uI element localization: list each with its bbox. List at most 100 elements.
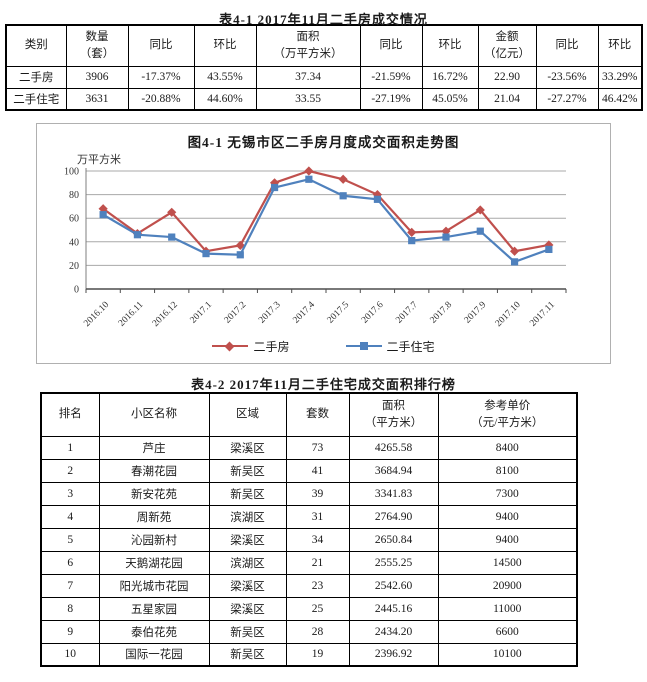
table2-area-ranking: 排名 小区名称 区域 套数 面积 （平方米） 参考单价 （元/平方米） 1 芦庄 梁溪区 73 4… bbox=[40, 392, 578, 667]
table-cell: 37.34 bbox=[255, 65, 361, 89]
data-point-square bbox=[476, 227, 484, 235]
table-row: 5 沁园新村 梁溪区 34 2650.84 9400 bbox=[40, 527, 578, 552]
table1-title: 表4-1 2017年11月二手房成交情况 bbox=[219, 12, 428, 27]
chart-legend: 二手房 二手住宅 bbox=[37, 335, 610, 357]
table-cell: 43.55% bbox=[193, 65, 257, 89]
x-tick-label: 2017.4 bbox=[291, 300, 317, 326]
column-header: 环比 bbox=[421, 24, 479, 67]
x-tick-label: 2017.1 bbox=[189, 300, 215, 326]
table-cell: 7300 bbox=[437, 481, 578, 506]
table-cell: 19 bbox=[285, 642, 350, 667]
table-cell: 3684.94 bbox=[348, 458, 439, 483]
table-cell: 39 bbox=[285, 481, 350, 506]
table-cell: 21.04 bbox=[477, 87, 537, 111]
table-cell: 25 bbox=[285, 596, 350, 621]
table-row: 二手住宅 3631 -20.88% 44.60% 33.55 -27.19% 45.05% 2… bbox=[5, 87, 643, 111]
table-cell: 新吴区 bbox=[208, 642, 287, 667]
data-point-square bbox=[236, 251, 244, 259]
column-header: 同比 bbox=[127, 24, 195, 67]
table1-body: 二手房 3906 -17.37% 43.55% 37.34 -21.59% 16.72% 22… bbox=[5, 65, 643, 111]
table-cell: 45.05% bbox=[421, 87, 479, 111]
series-line-1 bbox=[102, 178, 550, 264]
table-cell: 7 bbox=[40, 573, 100, 598]
table-cell: 34 bbox=[285, 527, 350, 552]
x-tick-label: 2017.6 bbox=[360, 300, 386, 326]
column-header: 小区名称 bbox=[98, 392, 210, 437]
table-cell: -21.59% bbox=[359, 65, 423, 89]
table-cell: 21 bbox=[285, 550, 350, 575]
table-cell: 2555.25 bbox=[348, 550, 439, 575]
y-tick-label: 60 bbox=[69, 214, 79, 225]
table-cell: 5 bbox=[40, 527, 100, 552]
table-cell: 2434.20 bbox=[348, 619, 439, 644]
table-cell: 梁溪区 bbox=[208, 435, 287, 460]
x-tick-label: 2017.7 bbox=[394, 300, 420, 326]
table-cell: 33.55 bbox=[255, 87, 361, 111]
table-cell: 沁园新村 bbox=[98, 527, 210, 552]
table-cell: 梁溪区 bbox=[208, 596, 287, 621]
data-point-diamond bbox=[475, 205, 485, 215]
column-header: 区域 bbox=[208, 392, 287, 437]
table-cell: 梁溪区 bbox=[208, 527, 287, 552]
column-header: 环比 bbox=[597, 24, 643, 67]
legend-label: 二手房 bbox=[253, 339, 290, 354]
table-row: 6 天鹅湖花园 滨湖区 21 2555.25 14500 bbox=[40, 550, 578, 575]
chart-y-unit-label: 万平方米 bbox=[77, 154, 121, 166]
data-point-diamond bbox=[441, 226, 451, 236]
table-cell: 8100 bbox=[437, 458, 578, 483]
y-tick-label: 20 bbox=[69, 261, 79, 272]
legend-label: 二手住宅 bbox=[386, 339, 435, 354]
y-tick-label: 100 bbox=[64, 167, 79, 178]
table-cell: 33.29% bbox=[597, 65, 643, 89]
legend-item: 二手房 bbox=[212, 338, 290, 355]
chart-title: 图4-1 无锡市区二手房月度成交面积走势图 bbox=[187, 135, 460, 150]
table-cell: 周新苑 bbox=[98, 504, 210, 529]
column-header: 同比 bbox=[359, 24, 423, 67]
table-row: 10 国际一花园 新吴区 19 2396.92 10100 bbox=[40, 642, 578, 667]
table-cell: 11000 bbox=[437, 596, 578, 621]
table1-deals-summary: 类别 数量 （套） 同比 环比 面积 （万平方米） 同比 环比 金额 （亿元） 同比 环比 二手房… bbox=[5, 24, 643, 111]
trend-chart-svg: 0 20 40 60 80 100 2016.10 2016.11 2016.12 2017.1 2… bbox=[64, 166, 567, 329]
table1-header: 类别 数量 （套） 同比 环比 面积 （万平方米） 同比 环比 金额 （亿元） 同比 环比 bbox=[5, 24, 643, 67]
x-tick-label: 2017.11 bbox=[528, 300, 557, 329]
table-row: 4 周新苑 滨湖区 31 2764.90 9400 bbox=[40, 504, 578, 529]
table-cell: 滨湖区 bbox=[208, 504, 287, 529]
table-cell: 23 bbox=[285, 573, 350, 598]
data-point-square bbox=[408, 237, 416, 245]
table-cell: 泰伯花苑 bbox=[98, 619, 210, 644]
table-cell: 73 bbox=[285, 435, 350, 460]
data-point-square bbox=[270, 183, 279, 192]
y-tick-label: 0 bbox=[74, 285, 79, 296]
data-point-square bbox=[510, 258, 519, 266]
x-tick-label: 2017.10 bbox=[494, 300, 523, 329]
data-point-square bbox=[339, 192, 347, 200]
table2-body: 1 芦庄 梁溪区 73 4265.58 8400 2 春潮花园 新吴区 41 3684.94 8100… bbox=[40, 435, 578, 667]
data-point-square bbox=[305, 175, 313, 183]
data-point-diamond bbox=[407, 227, 417, 237]
table-row: 9 泰伯花苑 新吴区 28 2434.20 6600 bbox=[40, 619, 578, 644]
table-cell: 新吴区 bbox=[208, 619, 287, 644]
table-cell: 16.72% bbox=[421, 65, 479, 89]
table-cell: 滨湖区 bbox=[208, 550, 287, 575]
table-cell: 3631 bbox=[65, 87, 129, 111]
table-cell: 41 bbox=[285, 458, 350, 483]
column-header: 面积 （万平方米） bbox=[255, 24, 361, 67]
table-cell: 28 bbox=[285, 619, 350, 644]
data-point-square bbox=[133, 231, 142, 239]
table-cell: 46.42% bbox=[597, 87, 643, 111]
column-header: 面积 （平方米） bbox=[348, 392, 439, 437]
table-cell: -17.37% bbox=[127, 65, 195, 89]
table-cell: 春潮花园 bbox=[98, 458, 210, 483]
data-point-diamond bbox=[98, 204, 108, 214]
table-cell: -23.56% bbox=[535, 65, 599, 89]
data-point-diamond bbox=[509, 246, 520, 256]
x-tick-label: 2017.8 bbox=[429, 300, 455, 326]
data-point-square bbox=[99, 211, 107, 219]
data-point-diamond bbox=[544, 240, 554, 250]
table-cell: 6 bbox=[40, 550, 100, 575]
x-tick-label: 2016.10 bbox=[82, 300, 111, 329]
data-point-square bbox=[442, 233, 450, 241]
table-cell: -20.88% bbox=[127, 87, 195, 111]
table-cell: 10 bbox=[40, 642, 100, 667]
document-page: 表4-1 2017年11月二手房成交情况 类别 数量 （套） 同比 环比 面积 （万平方… bbox=[5, 12, 643, 667]
